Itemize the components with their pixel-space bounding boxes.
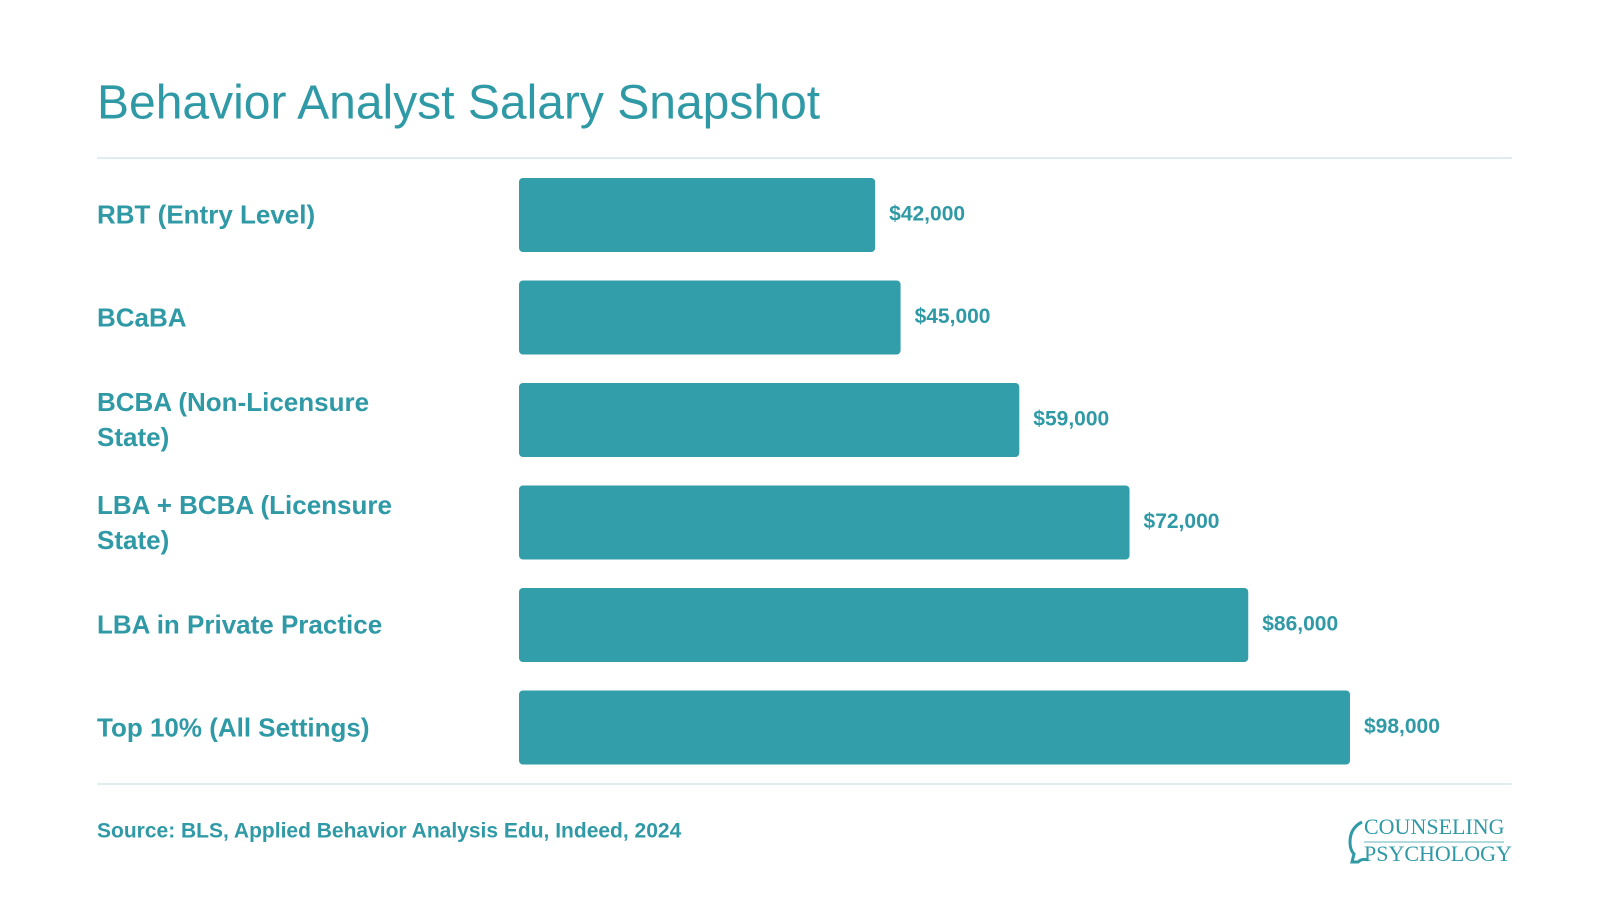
- category-label: LBA in Private Practice: [97, 609, 383, 640]
- value-label: $42,000: [889, 203, 965, 226]
- logo-text: PSYCHOLOGY: [1364, 841, 1512, 866]
- value-label: $45,000: [915, 305, 991, 328]
- category-label: LBA + BCBA (Licensure State): [97, 489, 392, 555]
- category-label: BCaBA: [97, 302, 187, 332]
- logo-icon: [1348, 820, 1369, 864]
- logo-text: COUNSELING: [1364, 814, 1505, 839]
- bar: [519, 178, 876, 252]
- bar: [519, 383, 1020, 457]
- value-label: $86,000: [1262, 613, 1338, 636]
- value-label: $98,000: [1364, 715, 1440, 738]
- value-label: $72,000: [1144, 510, 1220, 533]
- value-label: $59,000: [1033, 408, 1109, 431]
- bar: [519, 690, 1350, 765]
- category-label: BCBA (Non-Licensure State): [97, 387, 370, 452]
- bar: [519, 280, 901, 355]
- category-label: Top 10% (All Settings): [97, 712, 370, 742]
- logo: COUNSELING PSYCHOLOGY: [1348, 814, 1512, 866]
- bar: [519, 485, 1130, 560]
- chart-title: Behavior Analyst Salary Snapshot: [97, 77, 820, 130]
- category-label: RBT (Entry Level): [97, 199, 316, 230]
- bar: [519, 588, 1249, 662]
- source-note: Source: BLS, Applied Behavior Analysis E…: [97, 820, 682, 843]
